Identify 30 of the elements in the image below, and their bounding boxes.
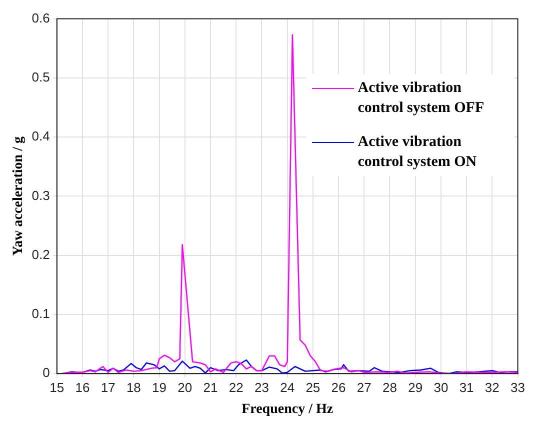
x-tick-label: 18 <box>126 380 141 395</box>
x-tick-label: 32 <box>484 380 500 395</box>
x-tick-label: 22 <box>228 380 244 395</box>
legend-label: Active vibration control system OFF <box>358 78 486 118</box>
y-tick-label: 0.1 <box>32 306 50 322</box>
y-tick-label: 0.4 <box>32 128 50 144</box>
x-tick-label: 20 <box>178 380 192 395</box>
x-tick-label: 17 <box>100 380 116 395</box>
y-tick-label: 0.3 <box>32 188 50 203</box>
x-tick-label: 15 <box>50 380 64 395</box>
x-tick-label: 26 <box>331 380 346 395</box>
x-tick-label: 23 <box>254 380 269 395</box>
x-tick-label: 31 <box>459 380 474 395</box>
y-tick-label: 0.6 <box>32 10 50 26</box>
x-tick-label: 33 <box>510 380 526 395</box>
y-tick-label: 0.5 <box>32 70 50 85</box>
y-tick-label: 0.2 <box>32 246 50 262</box>
x-tick-label: 25 <box>306 380 320 395</box>
x-tick-label: 21 <box>203 380 218 395</box>
y-tick-label: 0 <box>42 365 50 380</box>
x-tick-label: 19 <box>152 380 167 395</box>
x-tick-label: 24 <box>280 380 295 395</box>
x-axis-title: Frequency / Hz <box>242 402 334 418</box>
x-tick-label: 29 <box>408 380 423 395</box>
y-axis-title: Yaw acceleration / g <box>11 136 26 256</box>
legend-label: Active vibration control system ON <box>358 132 478 172</box>
x-tick-label: 27 <box>356 380 372 395</box>
x-tick-label: 16 <box>75 380 90 395</box>
x-tick-label: 30 <box>434 380 448 395</box>
x-tick-label: 28 <box>382 380 397 395</box>
